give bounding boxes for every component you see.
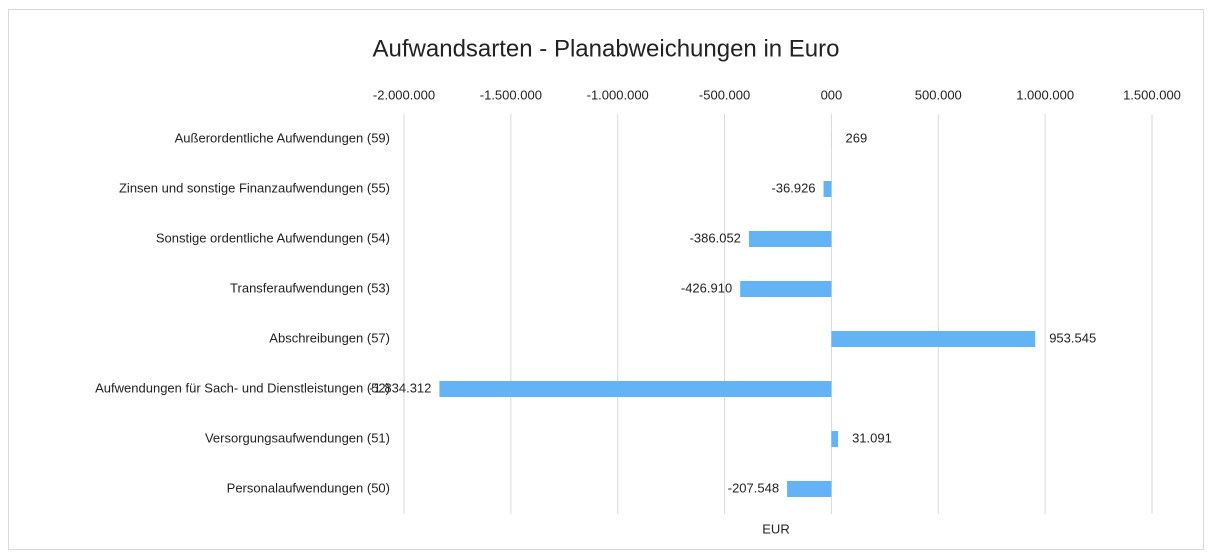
value-label: -36.926 (771, 180, 815, 195)
value-label: 269 (845, 130, 867, 145)
value-label: 953.545 (1049, 330, 1096, 345)
x-tick-label: -1.500.000 (480, 87, 542, 102)
y-tick-label: Versorgungsaufwendungen (51) (205, 430, 390, 445)
value-label: -386.052 (690, 230, 741, 245)
bar (439, 381, 832, 397)
y-tick-label: Zinsen und sonstige Finanzaufwendungen (… (119, 180, 390, 195)
value-label: -1.834.312 (369, 380, 431, 395)
x-tick-label: -500.000 (699, 87, 750, 102)
value-label: -207.548 (728, 480, 779, 495)
x-axis-label: EUR (762, 521, 789, 536)
value-label: -426.910 (681, 280, 732, 295)
chart-title: Aufwandsarten - Planabweichungen in Euro (373, 35, 840, 62)
value-label: 31.091 (852, 430, 892, 445)
bar (831, 331, 1036, 347)
chart-frame (8, 9, 1204, 550)
y-tick-label: Abschreibungen (57) (269, 330, 390, 345)
bar (748, 231, 832, 247)
x-tick-label: 000 (821, 87, 843, 102)
x-tick-label: 1.000.000 (1016, 87, 1074, 102)
y-tick-label: Personalaufwendungen (50) (227, 480, 390, 495)
bar (787, 481, 832, 497)
y-tick-label: Sonstige ordentliche Aufwendungen (54) (156, 230, 390, 245)
x-tick-label: -2.000.000 (373, 87, 435, 102)
bar (831, 431, 839, 447)
bar (740, 281, 832, 297)
y-tick-label: Transferaufwendungen (53) (230, 280, 390, 295)
x-tick-label: 1.500.000 (1123, 87, 1181, 102)
bar (823, 181, 832, 197)
x-tick-label: -1.000.000 (587, 87, 649, 102)
y-tick-label: Aufwendungen für Sach- und Dienstleistun… (95, 380, 390, 395)
y-tick-label: Außerordentliche Aufwendungen (59) (175, 130, 390, 145)
x-tick-label: 500.000 (915, 87, 962, 102)
